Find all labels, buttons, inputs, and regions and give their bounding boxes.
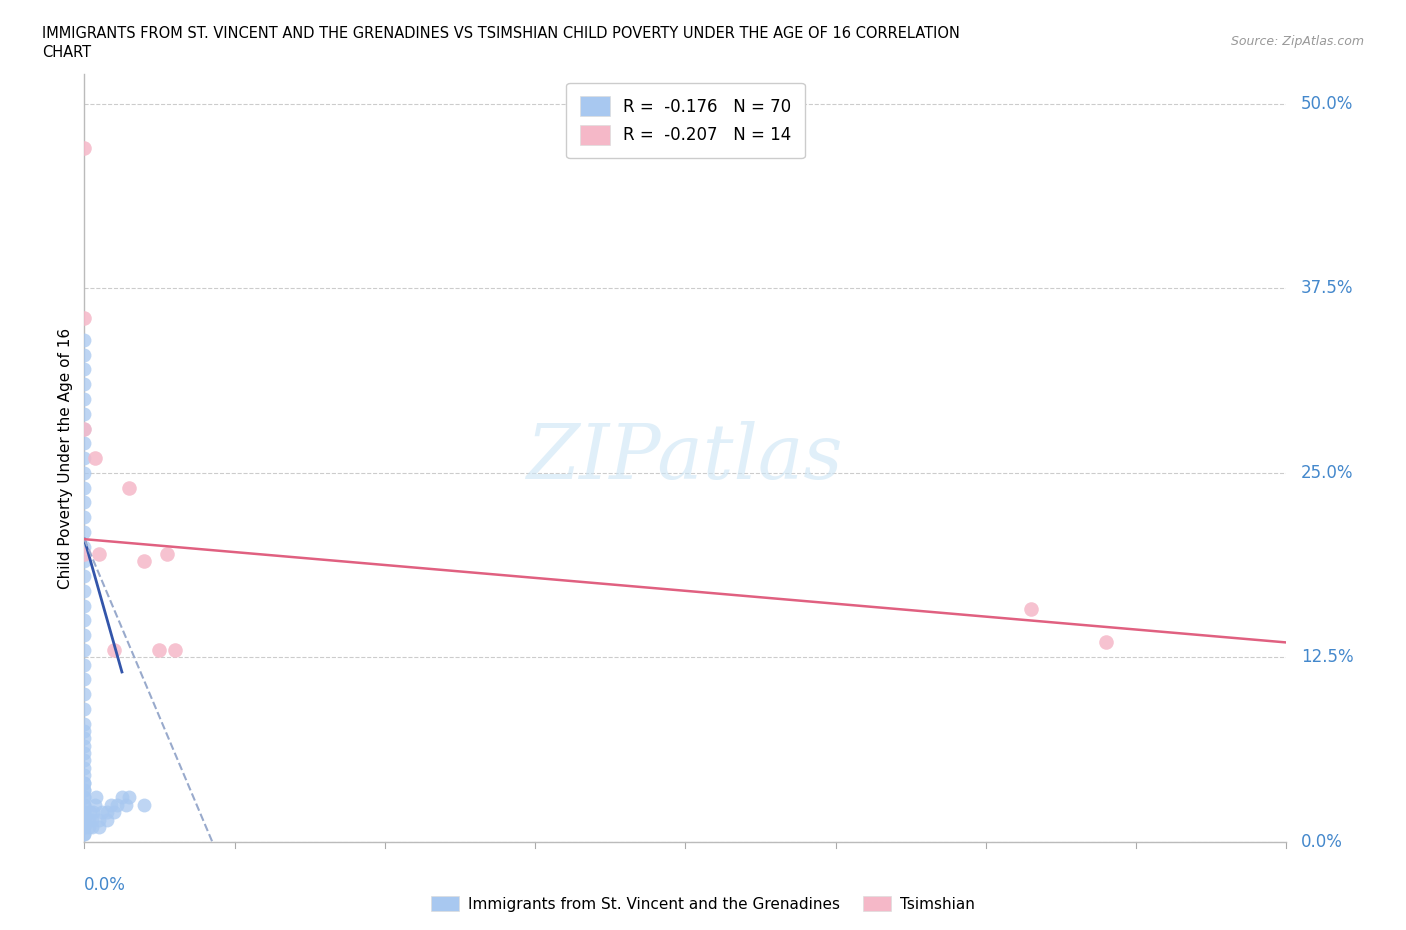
Point xyxy=(73,797,96,812)
Point xyxy=(73,643,96,658)
Point xyxy=(73,421,96,436)
Point xyxy=(163,643,186,658)
Text: ZIPatlas: ZIPatlas xyxy=(527,421,844,495)
Point xyxy=(73,628,96,643)
Point xyxy=(73,724,96,738)
Text: 50.0%: 50.0% xyxy=(1301,95,1354,113)
Point xyxy=(73,583,96,598)
Point xyxy=(156,547,179,562)
Point xyxy=(77,819,100,834)
Point xyxy=(111,790,134,804)
Point xyxy=(73,525,96,539)
Point xyxy=(73,554,96,569)
Point xyxy=(1095,635,1118,650)
Point xyxy=(80,819,103,834)
Point xyxy=(96,812,118,827)
Point xyxy=(100,797,122,812)
Point xyxy=(73,333,96,348)
Point xyxy=(103,643,125,658)
Point xyxy=(73,686,96,701)
Point xyxy=(73,510,96,525)
Point xyxy=(1019,601,1042,616)
Point xyxy=(73,406,96,421)
Point xyxy=(73,804,96,819)
Text: 25.0%: 25.0% xyxy=(1301,464,1354,482)
Point xyxy=(73,436,96,451)
Text: 0.0%: 0.0% xyxy=(1301,832,1343,851)
Point xyxy=(73,658,96,672)
Point xyxy=(73,377,96,392)
Point xyxy=(73,768,96,783)
Y-axis label: Child Poverty Under the Age of 16: Child Poverty Under the Age of 16 xyxy=(58,327,73,589)
Text: 0.0%: 0.0% xyxy=(84,876,127,894)
Point xyxy=(73,812,96,827)
Point xyxy=(96,804,118,819)
Point xyxy=(77,812,100,827)
Point xyxy=(73,671,96,686)
Point xyxy=(73,716,96,731)
Point xyxy=(134,797,156,812)
Point xyxy=(80,812,103,827)
Point xyxy=(107,797,129,812)
Point xyxy=(83,797,105,812)
Point xyxy=(148,643,170,658)
Point xyxy=(73,392,96,406)
Point xyxy=(73,731,96,746)
Point xyxy=(73,347,96,362)
Point xyxy=(83,451,105,466)
Text: Source: ZipAtlas.com: Source: ZipAtlas.com xyxy=(1230,35,1364,48)
Point xyxy=(73,421,96,436)
Point xyxy=(73,819,96,834)
Point xyxy=(89,819,111,834)
Point xyxy=(73,140,96,155)
Point xyxy=(73,790,96,804)
Point xyxy=(118,480,141,495)
Point xyxy=(73,746,96,761)
Point xyxy=(73,782,96,797)
Point xyxy=(73,776,96,790)
Point xyxy=(73,797,96,812)
Point xyxy=(73,790,96,804)
Point xyxy=(73,451,96,466)
Point xyxy=(73,812,96,827)
Point xyxy=(73,738,96,753)
Point xyxy=(73,701,96,716)
Point xyxy=(134,554,156,569)
Point xyxy=(103,804,125,819)
Point xyxy=(73,539,96,554)
Point xyxy=(82,804,104,819)
Point xyxy=(89,812,111,827)
Point xyxy=(115,797,138,812)
Point xyxy=(73,776,96,790)
Point xyxy=(73,362,96,377)
Point xyxy=(73,547,96,562)
Point xyxy=(91,804,114,819)
Point xyxy=(73,568,96,583)
Point xyxy=(73,613,96,628)
Text: CHART: CHART xyxy=(42,45,91,60)
Point xyxy=(73,753,96,768)
Point xyxy=(79,804,101,819)
Point xyxy=(73,827,96,842)
Point xyxy=(73,761,96,776)
Legend: R =  -0.176   N = 70, R =  -0.207   N = 14: R = -0.176 N = 70, R = -0.207 N = 14 xyxy=(567,83,804,158)
Point xyxy=(73,827,96,842)
Point xyxy=(73,804,96,819)
Point xyxy=(73,819,96,834)
Text: IMMIGRANTS FROM ST. VINCENT AND THE GRENADINES VS TSIMSHIAN CHILD POVERTY UNDER : IMMIGRANTS FROM ST. VINCENT AND THE GREN… xyxy=(42,26,960,41)
Point xyxy=(86,790,108,804)
Text: 12.5%: 12.5% xyxy=(1301,648,1354,666)
Point xyxy=(118,790,141,804)
Point xyxy=(73,782,96,797)
Point xyxy=(73,598,96,613)
Point xyxy=(73,311,96,325)
Point xyxy=(73,480,96,495)
Legend: Immigrants from St. Vincent and the Grenadines, Tsimshian: Immigrants from St. Vincent and the Gren… xyxy=(426,889,980,918)
Point xyxy=(73,495,96,510)
Point xyxy=(89,547,111,562)
Point xyxy=(73,465,96,480)
Text: 37.5%: 37.5% xyxy=(1301,279,1354,298)
